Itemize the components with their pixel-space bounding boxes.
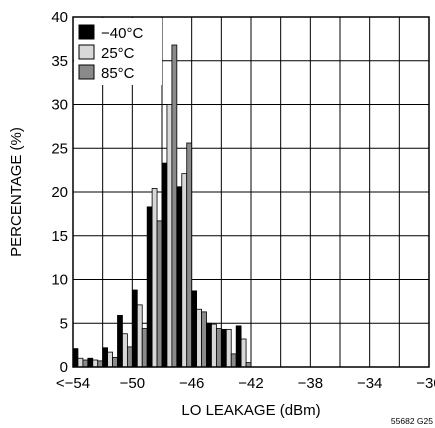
bar-85°C	[230, 353, 237, 368]
x-tick-label: −50	[120, 375, 145, 392]
bar-−40°C	[235, 325, 242, 368]
y-tick-label: 10	[51, 272, 68, 289]
bar-85°C	[171, 44, 178, 368]
bar-−40°C	[87, 357, 94, 368]
bar-−40°C	[102, 347, 109, 368]
y-tick-label: 30	[51, 97, 68, 114]
bar-−40°C	[146, 206, 153, 368]
legend-label: 25°C	[101, 45, 135, 62]
x-tick-label: −46	[179, 375, 204, 392]
bar-85°C	[97, 360, 104, 368]
bar-25°C	[122, 333, 128, 368]
x-tick-label: −34	[357, 375, 382, 392]
x-tick-labels: <−54 −50 −46 −42 −38 −34 −30	[56, 375, 435, 392]
y-tick-label: 25	[51, 140, 68, 157]
bar-25°C	[166, 104, 173, 368]
figure-code: 55682 G25	[391, 416, 433, 426]
bar-85°C	[82, 359, 89, 368]
plot-frame	[72, 16, 430, 368]
y-tick-label: 35	[51, 53, 68, 70]
x-tick-label: −42	[238, 375, 263, 392]
x-tick-label: −30	[416, 375, 435, 392]
x-tick-label: −38	[298, 375, 323, 392]
bar-85°C	[156, 220, 163, 368]
y-tick-label: 0	[60, 359, 68, 376]
bar-−40°C	[220, 328, 227, 368]
bar-25°C	[240, 338, 247, 368]
x-tick-label: <−54	[56, 375, 90, 392]
legend-swatch	[78, 24, 95, 40]
bar-−40°C	[131, 289, 138, 368]
bar-−40°C	[206, 322, 212, 368]
bar-−40°C	[191, 290, 198, 368]
y-tick-label: 5	[60, 315, 68, 332]
bar-25°C	[92, 359, 99, 368]
legend: −40°C 25°C 85°C	[74, 18, 162, 85]
bar-25°C	[225, 328, 232, 368]
bar-25°C	[151, 188, 158, 368]
bar-85°C	[215, 328, 222, 368]
bar-85°C	[141, 328, 148, 368]
bar-25°C	[107, 351, 113, 368]
bar-85°C	[126, 346, 133, 368]
legend-label: −40°C	[101, 25, 143, 42]
y-tick-labels: 0 5 10 15 20 25 30 35 40	[51, 9, 68, 376]
bar-−40°C	[176, 186, 183, 368]
bar-85°C	[112, 356, 118, 368]
legend-swatch	[78, 44, 95, 60]
bar-85°C	[186, 142, 193, 368]
x-axis-title: LO LEAKAGE (dBm)	[181, 402, 320, 419]
legend-swatch	[78, 64, 95, 80]
bar-25°C	[196, 308, 202, 368]
y-tick-label: 20	[51, 184, 68, 201]
bar-85°C	[201, 311, 207, 368]
legend-label: 85°C	[101, 65, 135, 82]
y-tick-label: 40	[51, 9, 68, 26]
bar-25°C	[136, 304, 143, 368]
bar-25°C	[77, 357, 84, 368]
bar-−40°C	[117, 314, 123, 368]
y-axis-title: PERCENTAGE (%)	[8, 127, 25, 257]
bar-−40°C	[161, 162, 168, 368]
y-tick-label: 15	[51, 228, 68, 245]
bar-25°C	[211, 323, 217, 368]
bar-25°C	[181, 173, 188, 368]
